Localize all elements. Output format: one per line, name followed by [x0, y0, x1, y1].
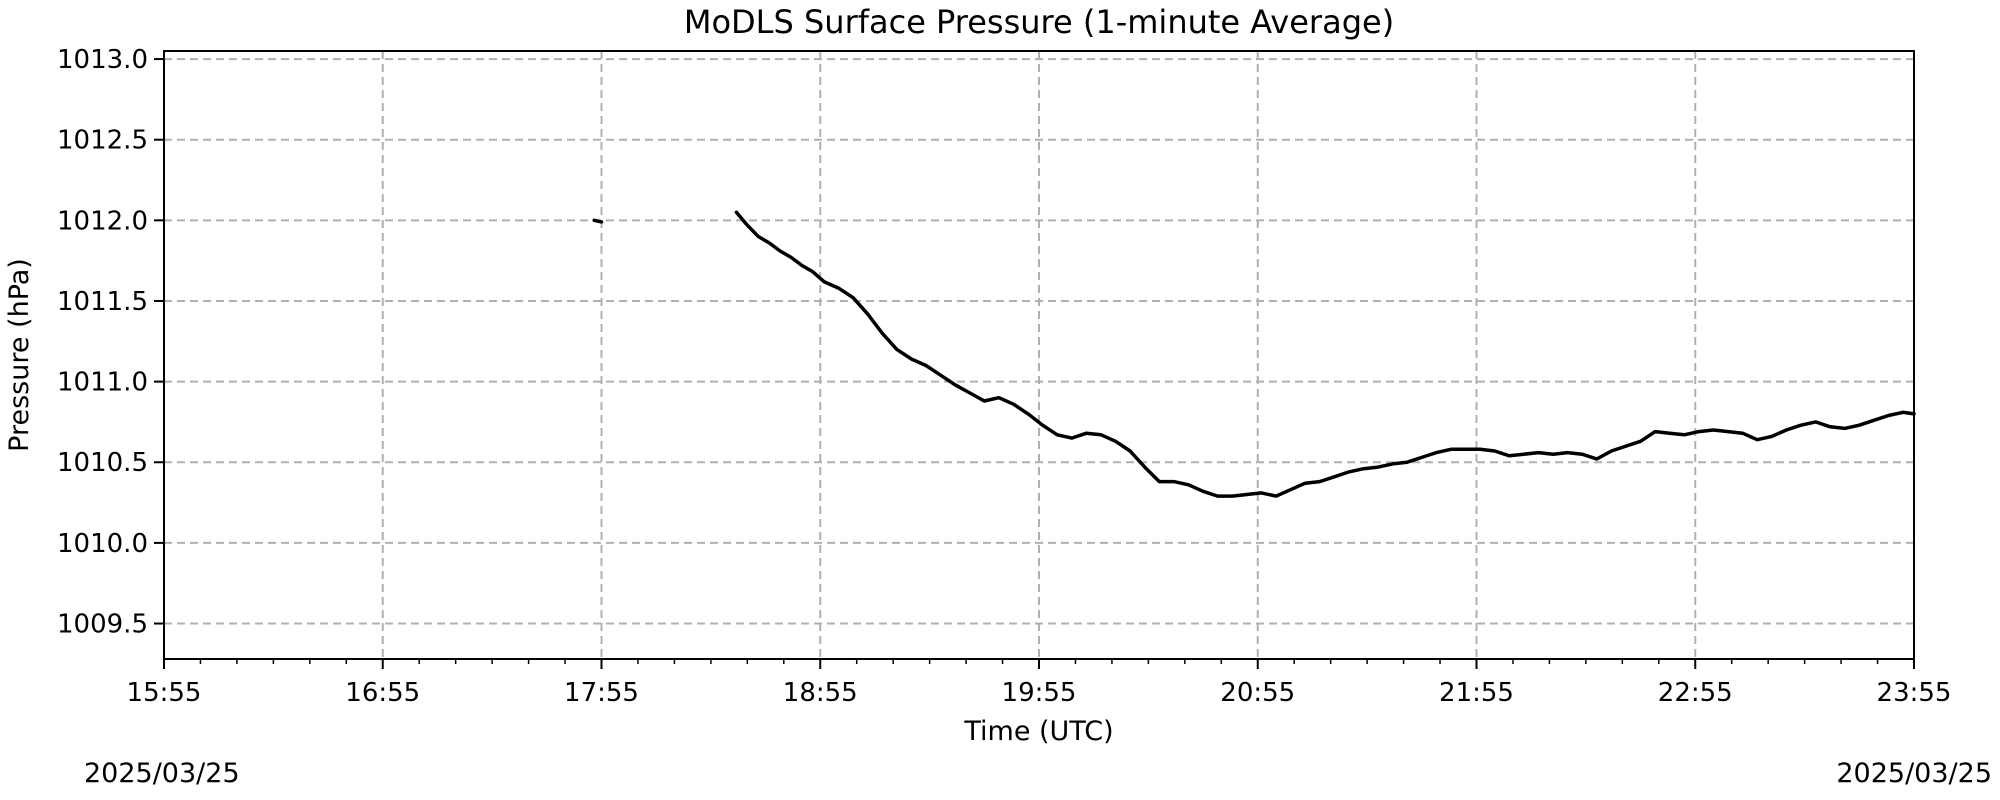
date-left: 2025/03/25 — [84, 758, 240, 789]
y-tick-label: 1013.0 — [57, 45, 148, 75]
y-tick-label: 1009.5 — [57, 610, 148, 640]
x-tick-label: 19:55 — [1002, 678, 1077, 708]
x-tick-label: 16:55 — [345, 678, 420, 708]
x-tick-label: 17:55 — [564, 678, 639, 708]
x-tick-label: 15:55 — [127, 678, 202, 708]
y-tick-label: 1012.5 — [57, 126, 148, 156]
x-tick-label: 23:55 — [1877, 678, 1952, 708]
chart-title: MoDLS Surface Pressure (1-minute Average… — [684, 3, 1394, 41]
x-axis-label: Time (UTC) — [963, 716, 1113, 747]
x-tick-label: 22:55 — [1658, 678, 1733, 708]
y-tick-label: 1010.5 — [57, 448, 148, 478]
pressure-line-segment — [592, 218, 604, 224]
x-axis-ticks: 15:55 16:55 17:55 18:55 19:55 20:55 21:55 22:55… — [127, 659, 1952, 708]
x-tick-label: 21:55 — [1439, 678, 1514, 708]
y-axis-label: Pressure (hPa) — [4, 258, 35, 452]
x-tick-label: 18:55 — [783, 678, 858, 708]
grid — [163, 51, 1915, 659]
y-tick-label: 1010.0 — [57, 529, 148, 559]
y-tick-label: 1011.0 — [57, 368, 148, 398]
pressure-line-segment — [734, 210, 1916, 498]
x-tick-label: 20:55 — [1220, 678, 1295, 708]
y-tick-label: 1011.5 — [57, 287, 148, 317]
date-right: 2025/03/25 — [1836, 758, 1992, 789]
y-axis-ticks: 1009.5 1010.0 1010.5 1011.0 1011.5 1012.0 1012… — [57, 45, 164, 640]
series-layer — [592, 210, 1916, 498]
y-tick-label: 1012.0 — [57, 206, 148, 236]
